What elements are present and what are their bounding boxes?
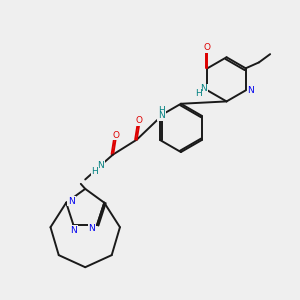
Text: O: O <box>112 131 119 140</box>
Text: O: O <box>204 43 211 52</box>
Text: N: N <box>200 84 207 93</box>
Text: N: N <box>158 111 165 120</box>
Text: N: N <box>248 86 254 95</box>
Text: H: H <box>92 167 98 176</box>
Text: N: N <box>70 226 77 235</box>
Text: N: N <box>88 224 95 232</box>
Text: O: O <box>136 116 142 125</box>
Text: N: N <box>98 161 104 170</box>
Text: H: H <box>158 106 165 115</box>
Text: N: N <box>68 197 75 206</box>
Text: H: H <box>195 89 201 98</box>
